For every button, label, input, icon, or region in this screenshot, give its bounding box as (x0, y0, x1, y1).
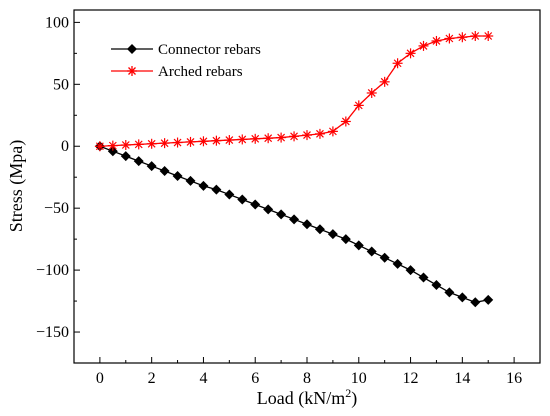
data-point-asterisk (250, 133, 261, 144)
legend-label-arched-rebars: Arched rebars (158, 64, 243, 80)
data-point-asterisk (289, 131, 300, 142)
y-tick-label: −50 (44, 200, 69, 217)
y-tick-label: 0 (61, 138, 69, 155)
series-layer (94, 31, 494, 308)
data-point-diamond (314, 224, 325, 235)
data-point-asterisk (366, 87, 377, 98)
data-point-asterisk (457, 32, 468, 43)
x-tick-label: 0 (96, 370, 104, 387)
data-point-asterisk (120, 140, 131, 151)
data-point-asterisk (237, 134, 248, 145)
x-tick-label: 6 (251, 370, 259, 387)
legend-item-arched-rebars: Arched rebars (111, 64, 243, 80)
data-point-diamond (237, 194, 248, 205)
data-point-asterisk (107, 140, 118, 151)
data-point-diamond (250, 199, 261, 210)
data-point-asterisk (431, 35, 442, 46)
data-point-diamond (302, 219, 312, 230)
data-point-asterisk (405, 48, 416, 59)
data-point-diamond (172, 170, 183, 181)
data-point-asterisk (418, 40, 429, 51)
data-point-diamond (198, 180, 209, 191)
y-tick-label: −150 (36, 324, 69, 341)
data-point-diamond (444, 287, 455, 298)
data-point-diamond (366, 246, 377, 257)
data-point-asterisk (133, 139, 144, 150)
data-point-diamond (431, 279, 442, 290)
data-point-asterisk (327, 126, 338, 137)
data-point-diamond (120, 151, 131, 162)
data-point-asterisk (146, 138, 157, 149)
data-point-diamond (133, 156, 144, 167)
data-point-diamond (211, 184, 222, 195)
legend-diamond-marker-icon (127, 44, 137, 54)
data-point-diamond (405, 265, 416, 276)
x-tick-label: 8 (303, 370, 311, 387)
legend-label-connector-rebars: Connector rebars (158, 42, 261, 58)
series-connector-rebars (94, 141, 494, 308)
data-point-diamond (159, 166, 170, 177)
plot-frame (73, 9, 541, 364)
y-tick-label: −100 (36, 262, 69, 279)
data-point-diamond (263, 204, 274, 215)
data-point-diamond (276, 209, 287, 220)
data-point-diamond (289, 214, 300, 225)
data-point-asterisk (224, 135, 235, 146)
data-point-diamond (340, 234, 351, 245)
data-point-diamond (470, 297, 481, 308)
legend: Connector rebars Arched rebars (111, 42, 261, 80)
data-point-asterisk (340, 116, 351, 127)
legend-asterisk-marker-icon (127, 66, 137, 76)
x-tick-label: 2 (148, 370, 156, 387)
y-axis-label: Stress (Mpa) (6, 140, 27, 233)
data-point-asterisk (276, 132, 287, 143)
data-point-asterisk (94, 141, 105, 152)
data-point-diamond (392, 258, 403, 269)
data-point-asterisk (302, 130, 312, 141)
data-point-diamond (483, 294, 494, 305)
data-point-diamond (353, 240, 364, 251)
data-point-asterisk (444, 33, 455, 44)
x-tick-label: 10 (351, 370, 367, 387)
x-tick-label: 4 (199, 370, 207, 387)
data-point-diamond (379, 252, 390, 263)
data-point-asterisk (185, 136, 196, 147)
y-axis-ticks: 100 50 0 −50 −100 −150 (36, 14, 80, 341)
data-point-diamond (185, 175, 196, 186)
data-point-asterisk (392, 58, 403, 69)
data-point-asterisk (198, 136, 209, 147)
legend-item-connector-rebars: Connector rebars (111, 42, 261, 58)
x-axis-ticks: 0 2 4 6 8 10 12 14 16 (96, 357, 522, 387)
data-point-asterisk (353, 100, 364, 111)
data-point-asterisk (172, 137, 183, 148)
data-point-diamond (327, 229, 338, 240)
data-point-asterisk (470, 31, 481, 42)
x-axis-label: Load (kN/m2) (257, 386, 357, 409)
data-point-asterisk (263, 133, 274, 144)
data-point-diamond (146, 161, 157, 172)
series-arched-rebars (94, 31, 494, 152)
data-point-diamond (224, 189, 235, 200)
x-tick-label: 16 (506, 370, 522, 387)
data-point-asterisk (211, 135, 222, 146)
data-point-asterisk (379, 76, 390, 87)
x-tick-label: 12 (403, 370, 419, 387)
y-tick-label: 50 (53, 76, 69, 93)
data-point-diamond (418, 272, 429, 283)
x-tick-label: 14 (454, 370, 470, 387)
data-point-asterisk (483, 31, 494, 42)
y-tick-label: 100 (45, 14, 69, 31)
data-point-diamond (457, 292, 468, 303)
data-point-asterisk (314, 128, 325, 139)
data-point-asterisk (159, 138, 170, 149)
